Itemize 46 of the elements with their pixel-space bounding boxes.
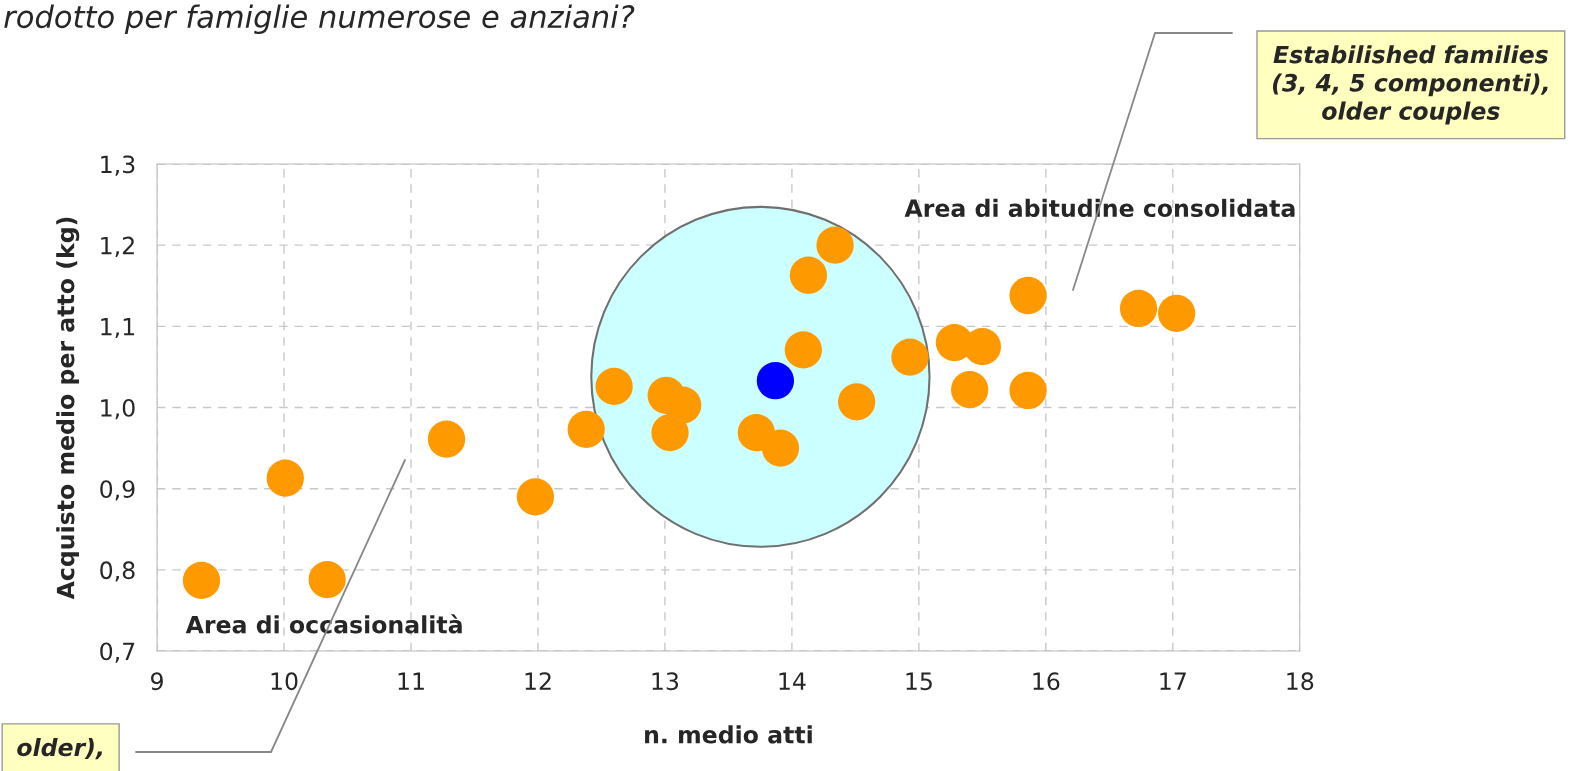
x-axis-title: n. medio atti — [645, 725, 812, 744]
y-tick-label: 0,9 — [100, 480, 135, 501]
point — [516, 478, 555, 516]
x-tick-label: 13 — [652, 672, 679, 691]
point — [963, 328, 1001, 366]
y-tick-label: 0,8 — [100, 561, 135, 582]
y-tick-label: 1,2 — [101, 236, 134, 257]
point — [266, 459, 304, 497]
y-axis-title: Acquisto medio per atto (kg) — [56, 217, 80, 600]
x-tick-label: 16 — [1033, 672, 1060, 691]
point — [567, 410, 605, 449]
chart-title: rodotto per famiglie numerose e anziani? — [4, 4, 635, 35]
point — [1157, 294, 1196, 332]
point — [1119, 289, 1158, 328]
point — [784, 331, 822, 369]
x-tick-label: 10 — [271, 672, 298, 691]
y-tick-label: 1,0 — [101, 398, 135, 420]
point — [891, 338, 929, 376]
point — [308, 560, 346, 599]
annotation: Area di occasionalità — [185, 614, 462, 634]
point — [1009, 371, 1047, 410]
annotation: Area di abitudine consolidata — [904, 198, 1295, 218]
point — [789, 256, 828, 294]
point — [838, 383, 876, 421]
point — [951, 371, 989, 409]
y-tick-label: 1,1 — [101, 318, 135, 339]
point — [761, 429, 800, 467]
x-tick-label: 9 — [151, 672, 163, 691]
x-tick-label: 17 — [1160, 672, 1186, 690]
text: Estabilished families (3, 4, 5 componenti), older couples — [1272, 45, 1548, 125]
x-tick-label: 18 — [1287, 672, 1314, 691]
point — [651, 414, 689, 452]
point — [1009, 276, 1047, 315]
point — [664, 386, 702, 424]
x-tick-label: 15 — [906, 672, 932, 691]
x-tick-label: 14 — [779, 672, 806, 690]
point — [816, 226, 854, 264]
text: older), — [17, 737, 103, 760]
point — [595, 367, 633, 406]
y-tick-label: 1,3 — [101, 155, 135, 176]
y-tick-label: 0,7 — [100, 642, 135, 663]
x-tick-label: 12 — [525, 672, 551, 690]
point — [427, 420, 466, 458]
point — [756, 362, 795, 400]
x-tick-label: 11 — [398, 672, 424, 690]
point — [182, 561, 221, 600]
